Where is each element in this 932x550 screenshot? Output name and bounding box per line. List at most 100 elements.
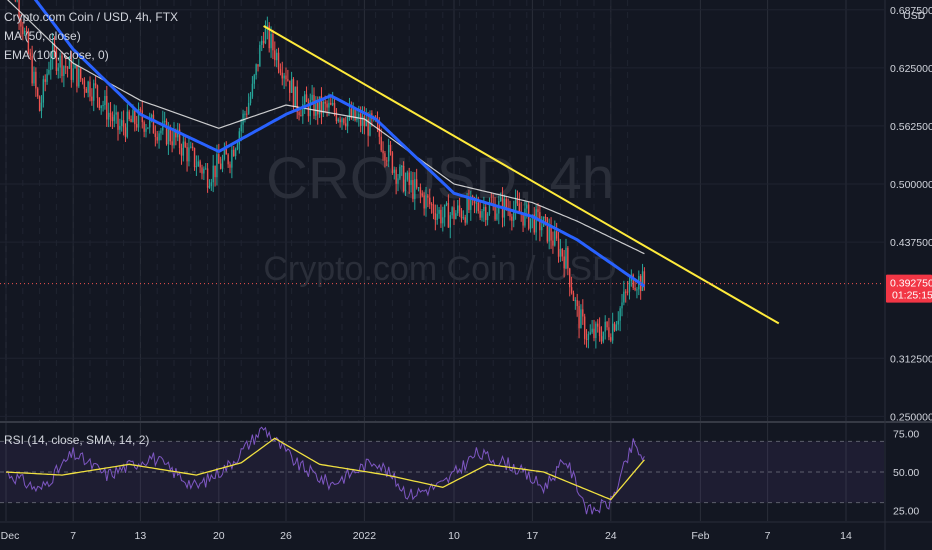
candle-body	[550, 226, 552, 241]
ma-legend[interactable]: MA (50, close)	[4, 29, 81, 43]
candle	[600, 326, 603, 345]
candle-body	[124, 127, 127, 137]
candle	[408, 167, 410, 194]
candle	[261, 35, 263, 52]
candle-body	[408, 172, 410, 185]
candle-body	[486, 213, 489, 221]
candle-body	[193, 148, 196, 167]
candle	[298, 109, 300, 121]
candle	[38, 95, 41, 112]
candle-body	[582, 309, 584, 317]
candle	[147, 127, 149, 130]
candle-body	[290, 79, 293, 93]
candle	[292, 77, 295, 110]
candle	[462, 210, 465, 220]
candle-body	[529, 218, 532, 229]
candle-body	[641, 271, 644, 292]
candle	[300, 109, 302, 117]
candle	[201, 164, 203, 180]
candle-body	[115, 112, 117, 115]
candle-body	[363, 116, 366, 127]
candle-body	[214, 165, 216, 178]
candle	[516, 190, 519, 206]
ema-100-line	[33, 0, 646, 288]
candle	[195, 155, 198, 177]
candle-body	[173, 129, 175, 146]
candle	[615, 321, 618, 332]
candle	[458, 197, 461, 217]
candle	[290, 71, 293, 93]
candle	[94, 76, 97, 89]
rsi-legend[interactable]: RSI (14, close, SMA, 14, 2)	[4, 433, 150, 447]
candle	[406, 170, 409, 182]
candle	[130, 115, 132, 123]
candle-body	[143, 122, 145, 132]
candle	[160, 127, 162, 141]
candle	[242, 109, 244, 133]
candle-body	[643, 271, 646, 285]
candle	[387, 138, 390, 168]
candle	[283, 72, 285, 90]
rsi-tick-label: 25.00	[893, 505, 919, 517]
candle-body	[518, 203, 521, 213]
candle	[576, 293, 578, 317]
candle-body	[175, 129, 177, 138]
candle-body	[598, 326, 601, 337]
candle	[244, 110, 246, 123]
candle	[29, 48, 31, 61]
candle	[180, 143, 183, 165]
time-tick-label: 7	[70, 530, 76, 542]
candle	[281, 61, 283, 86]
candle	[552, 231, 554, 254]
candle-body	[296, 86, 298, 113]
candle	[126, 104, 129, 139]
candle-body	[541, 226, 543, 231]
candle-body	[343, 118, 345, 124]
candle-body	[93, 83, 95, 101]
candle-body	[380, 136, 382, 151]
candle-body	[402, 165, 405, 192]
candle-body	[61, 55, 63, 77]
candle	[190, 141, 192, 149]
candle	[486, 212, 489, 226]
candle	[597, 319, 599, 333]
rsi-tick-label: 75.00	[893, 429, 919, 441]
candle-body	[386, 160, 388, 162]
candle-body	[37, 88, 39, 97]
candle-body	[107, 112, 110, 120]
candle-body	[303, 94, 306, 105]
candle	[63, 65, 65, 88]
candle	[156, 130, 158, 144]
candle	[23, 27, 26, 37]
candle-body	[488, 203, 491, 214]
candle	[55, 46, 58, 75]
candle-body	[623, 291, 625, 303]
candle	[397, 173, 399, 192]
candle	[33, 66, 35, 87]
time-tick-label: 13	[135, 530, 147, 542]
watermark-name: Crypto.com Coin / USD	[263, 250, 616, 288]
candle-body	[29, 52, 31, 57]
candle-body	[615, 324, 618, 331]
candle	[44, 74, 46, 92]
candle-body	[102, 105, 104, 107]
candle	[492, 194, 494, 211]
candle	[205, 162, 207, 170]
candle	[330, 96, 332, 106]
candle-body	[524, 208, 526, 226]
candle	[104, 90, 106, 110]
candle-body	[134, 110, 136, 125]
candle-body	[430, 204, 433, 206]
candle-body	[352, 108, 354, 119]
candle	[59, 52, 61, 79]
candle-body	[391, 152, 394, 173]
candle-body	[533, 214, 535, 233]
candle-body	[483, 206, 485, 212]
candle-body	[205, 168, 207, 170]
candle-body	[611, 323, 614, 341]
candle	[499, 192, 502, 202]
candle-body	[145, 128, 147, 132]
ema-legend[interactable]: EMA (100, close, 0)	[4, 48, 109, 62]
symbol-legend[interactable]: Crypto.com Coin / USD, 4h, FTX	[4, 10, 179, 24]
